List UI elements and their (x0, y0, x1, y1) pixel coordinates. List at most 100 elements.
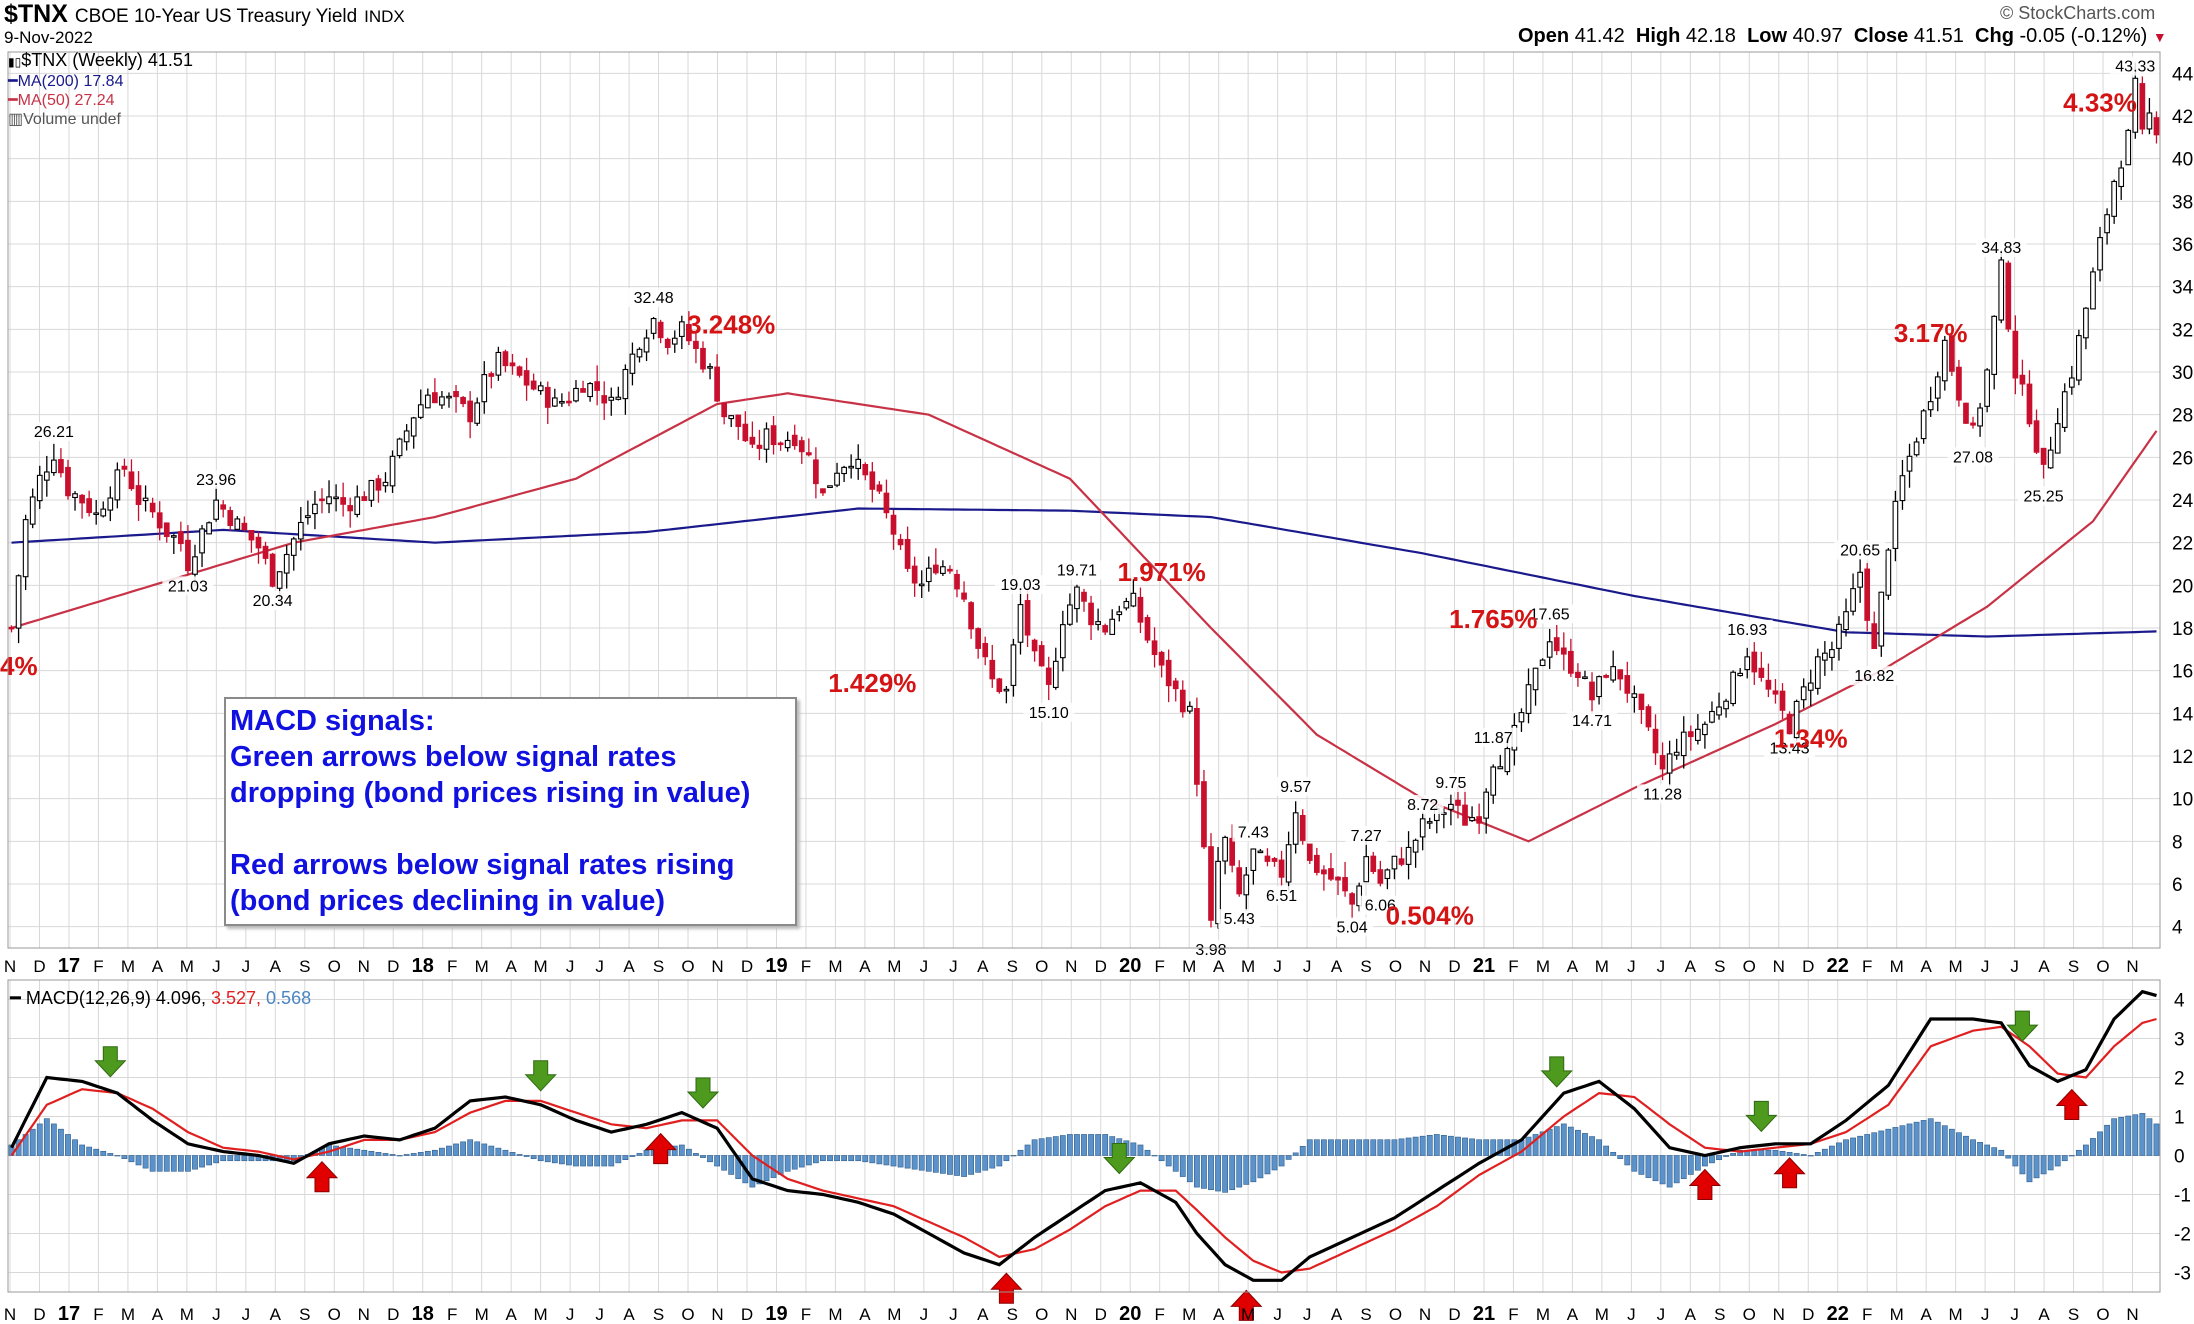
macd-y-tick-label: 2 (2174, 1069, 2185, 1090)
macd-histogram-bar (1843, 1139, 1849, 1156)
candle-body (1038, 645, 1045, 667)
candle-body (382, 481, 389, 487)
x-tick-label: 20 (1119, 955, 1141, 977)
macd-histogram-bar (918, 1155, 925, 1171)
candle-body (1095, 621, 1101, 626)
candle-body (1313, 854, 1320, 873)
macd-value: 4.096, (155, 988, 206, 1008)
x-tick-label: D (1448, 957, 1460, 976)
macd-histogram-bar (939, 1155, 946, 1174)
macd-histogram-bar (594, 1155, 601, 1167)
candle-body (178, 531, 184, 545)
candle-body (1624, 675, 1631, 694)
candle-body (1977, 407, 1983, 427)
x-tick-label: M (180, 957, 194, 976)
macd-histogram-bar (177, 1155, 184, 1172)
macd-histogram-bar (2090, 1138, 2096, 1156)
candle-body (65, 466, 71, 497)
x-tick-label: N (1773, 957, 1785, 976)
macd-histogram-bar (777, 1155, 784, 1175)
candle-body (1010, 644, 1017, 686)
candle-body (1659, 755, 1666, 770)
note-line: MACD signals: (230, 705, 435, 737)
label-bg (2018, 486, 2070, 506)
macd-histogram-bar (107, 1153, 114, 1156)
candle-body (954, 573, 960, 590)
candle-body (340, 497, 346, 505)
candle-body (1836, 623, 1842, 649)
candle-body (1278, 859, 1285, 878)
macd-histogram-bar (58, 1128, 64, 1156)
x-tick-label: M (1595, 957, 1609, 976)
macd-histogram-bar (2111, 1118, 2118, 1156)
macd-histogram-bar (1948, 1128, 1955, 1156)
x-tick-label: J (1657, 1305, 1666, 1324)
x-tick-label: N (711, 1305, 723, 1324)
candle-body (1384, 869, 1391, 880)
candle-body (460, 396, 466, 405)
x-tick-label: J (1627, 1305, 1636, 1324)
low-value: 40.97 (1792, 25, 1843, 47)
x-tick-label: M (534, 957, 548, 976)
candle-body (375, 478, 382, 491)
candle-body (2019, 374, 2026, 385)
macd-histogram-bar (1567, 1126, 1574, 1156)
macd-histogram-bar (1363, 1139, 1370, 1156)
label-bg (2109, 56, 2161, 76)
candle-body (1476, 816, 1482, 824)
brand: © StockCharts.com (2000, 3, 2156, 23)
macd-histogram-bar (1596, 1139, 1602, 1156)
macd-histogram-bar (982, 1155, 989, 1171)
candle-body (1829, 649, 1835, 658)
x-tick-label: J (1303, 957, 1312, 976)
yield-percent-annotation: 4% (0, 651, 38, 681)
candle-body (1391, 855, 1398, 870)
candle-body (1059, 624, 1066, 659)
candle-body (777, 442, 784, 446)
macd-histogram-bar (749, 1155, 756, 1188)
price-legend: ▮▯$TNX (Weekly) 41.51 ━MA(200) 17.84 ━MA… (8, 51, 193, 129)
candle-body (1172, 680, 1179, 690)
macd-histogram-bar (1426, 1135, 1433, 1156)
x-tick-label: J (949, 1305, 958, 1324)
yield-percent-annotation: 4.33% (2063, 88, 2137, 118)
macd-histogram-bar (1384, 1139, 1391, 1156)
macd-histogram-bar (43, 1118, 50, 1156)
macd-histogram-bar (841, 1155, 848, 1162)
x-tick-label: J (1273, 957, 1282, 976)
candle-body (940, 566, 946, 574)
candle-body (446, 395, 452, 399)
candle-body (2139, 83, 2146, 130)
x-tick-label: M (828, 1305, 842, 1324)
candle-body (1793, 700, 1800, 739)
x-tick-label: 21 (1473, 955, 1495, 977)
macd-histogram-bar (1864, 1134, 1871, 1156)
arrow-shape (990, 1272, 1023, 1304)
candle-body (1377, 869, 1384, 884)
candle-body (1469, 817, 1475, 822)
macd-histogram-bar (1814, 1152, 1821, 1156)
candle-body (2005, 262, 2012, 330)
macd-histogram-bar (114, 1155, 121, 1157)
candle-body (820, 488, 826, 494)
macd-histogram-bar (2026, 1155, 2033, 1183)
x-tick-label: A (977, 957, 989, 976)
macd-histogram-bar (1956, 1132, 1962, 1156)
macd-histogram-bar (989, 1155, 996, 1169)
arrow-shape (1540, 1056, 1573, 1088)
candle-body (170, 535, 177, 538)
label-bg (1721, 619, 1773, 639)
macd-histogram-bar (1158, 1155, 1165, 1162)
x-tick-label: A (152, 957, 164, 976)
macd-histogram-bar (1165, 1155, 1172, 1167)
macd-histogram-bar (1906, 1123, 1913, 1156)
candle-body (72, 493, 78, 499)
macd-histogram-bar (2033, 1155, 2040, 1179)
macd-histogram-bar (453, 1143, 459, 1156)
candle-body (234, 518, 241, 530)
candle-body (876, 484, 883, 492)
macd-histogram-bar (947, 1155, 953, 1175)
x-tick-label: M (1595, 1305, 1609, 1324)
extreme-value-label: 5.04 (1337, 919, 1368, 936)
red-arrow-icon (1230, 1289, 1263, 1321)
